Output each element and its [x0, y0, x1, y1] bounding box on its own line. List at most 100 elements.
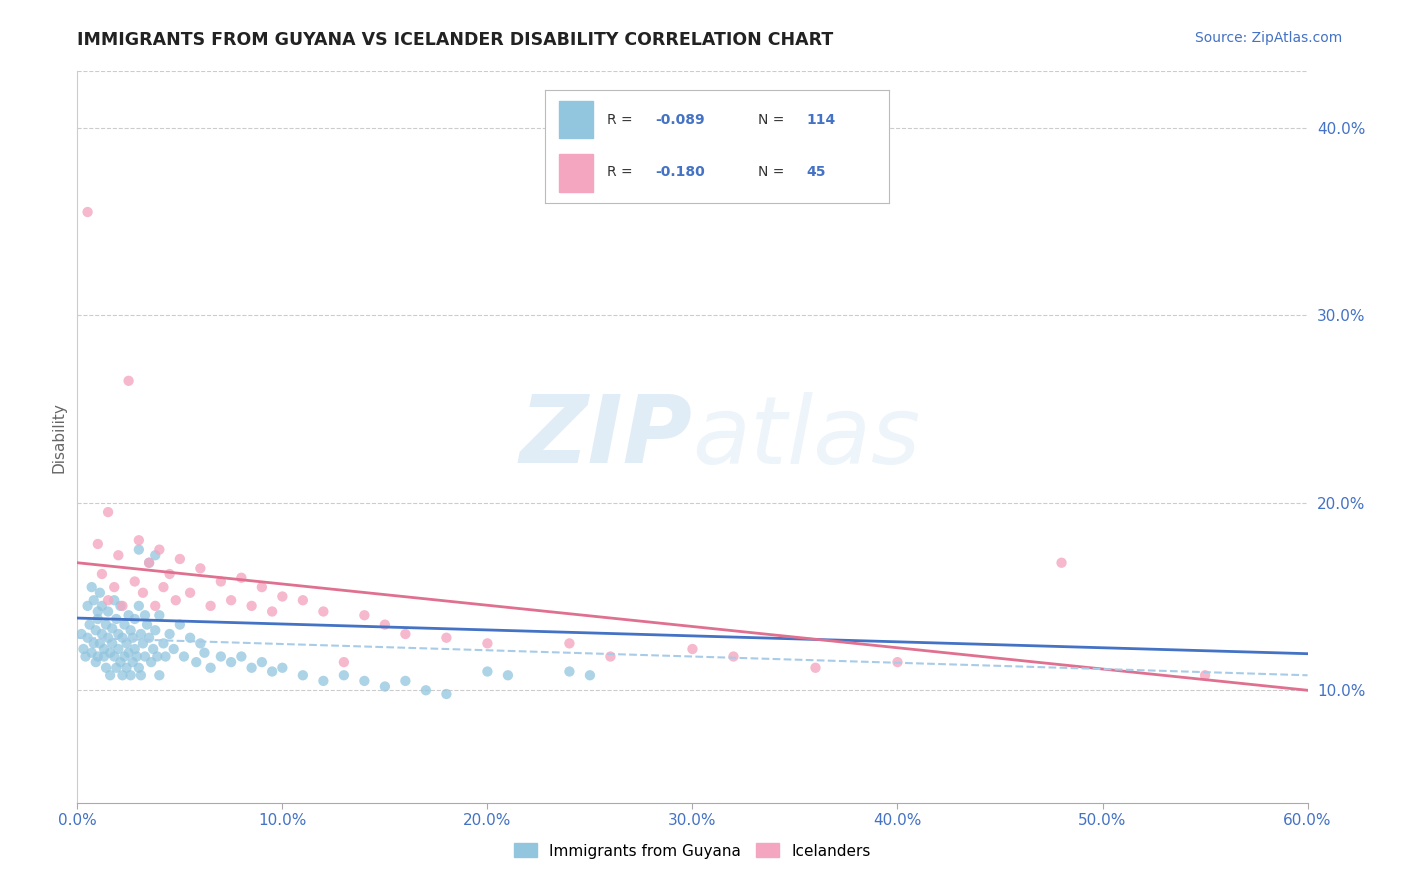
- Point: [93, 642, 115, 657]
- Point: [138, 556, 160, 570]
- Point: [90, 627, 114, 641]
- Text: Source: ZipAtlas.com: Source: ZipAtlas.com: [1195, 31, 1343, 45]
- Point: [169, 552, 191, 566]
- Point: [148, 608, 170, 623]
- Point: [159, 566, 181, 581]
- Point: [200, 661, 222, 675]
- Point: [117, 608, 139, 623]
- Point: [120, 668, 142, 682]
- Point: [93, 649, 115, 664]
- Point: [128, 661, 150, 675]
- Point: [152, 636, 174, 650]
- Point: [90, 566, 114, 581]
- Point: [179, 586, 201, 600]
- Point: [333, 668, 356, 682]
- Point: [87, 649, 110, 664]
- Point: [169, 617, 191, 632]
- Point: [89, 586, 111, 600]
- Point: [142, 642, 165, 657]
- Point: [70, 627, 93, 641]
- Point: [107, 642, 129, 657]
- Point: [804, 661, 827, 675]
- Point: [146, 649, 169, 664]
- Point: [124, 642, 146, 657]
- Point: [128, 533, 150, 548]
- Point: [165, 593, 187, 607]
- Point: [1194, 668, 1216, 682]
- Point: [110, 655, 132, 669]
- Point: [94, 617, 117, 632]
- Point: [87, 605, 110, 619]
- Point: [415, 683, 437, 698]
- Point: [124, 574, 146, 589]
- Point: [209, 649, 232, 664]
- Point: [148, 668, 170, 682]
- Point: [141, 655, 163, 669]
- Point: [231, 571, 253, 585]
- Point: [558, 636, 581, 650]
- Point: [80, 646, 103, 660]
- Point: [94, 661, 117, 675]
- Point: [250, 580, 273, 594]
- Point: [80, 580, 103, 594]
- Text: ZIP: ZIP: [520, 391, 693, 483]
- Point: [117, 374, 139, 388]
- Point: [97, 505, 120, 519]
- Point: [101, 636, 124, 650]
- Point: [579, 668, 602, 682]
- Point: [97, 631, 120, 645]
- Point: [143, 624, 166, 638]
- Point: [599, 649, 621, 664]
- Point: [83, 636, 105, 650]
- Point: [110, 599, 132, 613]
- Point: [117, 646, 139, 660]
- Point: [132, 586, 155, 600]
- Point: [89, 636, 111, 650]
- Point: [200, 599, 222, 613]
- Point: [477, 665, 499, 679]
- Point: [76, 205, 98, 219]
- Text: IMMIGRANTS FROM GUYANA VS ICELANDER DISABILITY CORRELATION CHART: IMMIGRANTS FROM GUYANA VS ICELANDER DISA…: [77, 31, 834, 49]
- Point: [558, 665, 581, 679]
- Point: [209, 574, 232, 589]
- Point: [188, 561, 212, 575]
- Point: [477, 636, 499, 650]
- Point: [312, 605, 335, 619]
- Point: [115, 636, 138, 650]
- Point: [394, 627, 416, 641]
- Point: [143, 548, 166, 562]
- Point: [240, 599, 263, 613]
- Point: [271, 590, 294, 604]
- Point: [138, 556, 160, 570]
- Point: [682, 642, 704, 657]
- Point: [262, 665, 284, 679]
- Point: [107, 548, 129, 562]
- Point: [271, 661, 294, 675]
- Point: [115, 661, 138, 675]
- Point: [353, 673, 375, 688]
- Point: [111, 668, 134, 682]
- Point: [1050, 556, 1073, 570]
- Point: [134, 649, 156, 664]
- Point: [72, 642, 94, 657]
- Point: [103, 580, 125, 594]
- Point: [134, 608, 156, 623]
- Point: [262, 605, 284, 619]
- Point: [97, 593, 120, 607]
- Point: [143, 599, 166, 613]
- Point: [374, 617, 396, 632]
- Point: [128, 599, 150, 613]
- Point: [98, 646, 121, 660]
- Point: [105, 661, 128, 675]
- Point: [394, 673, 416, 688]
- Point: [111, 631, 134, 645]
- Point: [76, 631, 98, 645]
- Point: [159, 627, 181, 641]
- Point: [138, 631, 160, 645]
- Point: [98, 668, 121, 682]
- Point: [129, 627, 152, 641]
- Point: [120, 624, 142, 638]
- Point: [84, 655, 107, 669]
- Point: [353, 608, 375, 623]
- Point: [312, 673, 335, 688]
